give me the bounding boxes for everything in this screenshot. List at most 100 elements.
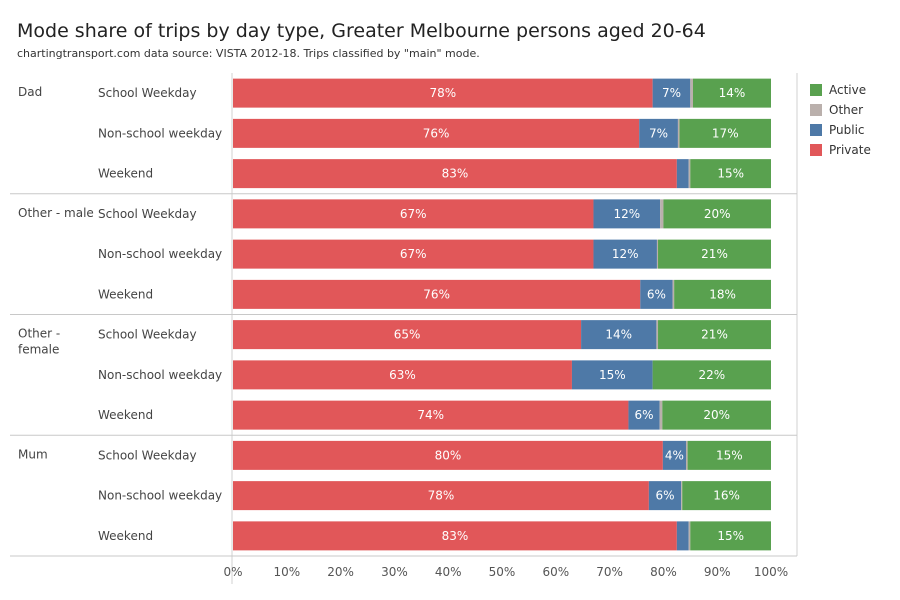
bar-other bbox=[688, 159, 691, 189]
x-tick-label: 40% bbox=[435, 565, 462, 579]
x-tick-label: 20% bbox=[327, 565, 354, 579]
data-label: 15% bbox=[717, 529, 744, 543]
data-label: 20% bbox=[704, 207, 731, 221]
chart-subtitle: chartingtransport.com data source: VISTA… bbox=[17, 47, 480, 60]
data-label: 21% bbox=[701, 247, 728, 261]
data-label: 67% bbox=[400, 247, 427, 261]
data-label: 12% bbox=[613, 207, 640, 221]
bar-private bbox=[233, 440, 663, 470]
bar-other bbox=[656, 239, 659, 269]
legend-item: Public bbox=[810, 120, 871, 140]
group-label: Other -female bbox=[18, 327, 60, 357]
bar-active bbox=[679, 118, 771, 148]
bar-private bbox=[233, 320, 582, 350]
row-label: Weekend bbox=[98, 287, 153, 301]
data-label: 65% bbox=[394, 328, 421, 342]
row-label: Weekend bbox=[98, 167, 153, 181]
legend-item: Private bbox=[810, 140, 871, 160]
bar-public bbox=[593, 199, 661, 229]
x-tick-label: 70% bbox=[596, 565, 623, 579]
legend-swatch bbox=[810, 144, 822, 156]
row-label: School Weekday bbox=[98, 86, 197, 100]
bar-private bbox=[233, 521, 677, 551]
x-tick-label: 80% bbox=[650, 565, 677, 579]
data-label: 6% bbox=[635, 408, 654, 422]
data-label: 78% bbox=[428, 489, 455, 503]
data-label: 14% bbox=[605, 328, 632, 342]
legend-label: Public bbox=[829, 123, 865, 137]
x-tick-label: 90% bbox=[704, 565, 731, 579]
bar-other bbox=[688, 521, 691, 551]
x-tick-label: 50% bbox=[489, 565, 516, 579]
bar-active bbox=[662, 400, 771, 430]
x-tick-label: 30% bbox=[381, 565, 408, 579]
row-label: Weekend bbox=[98, 529, 153, 543]
legend: Active Other Public Private bbox=[810, 80, 871, 160]
row-label: School Weekday bbox=[98, 207, 197, 221]
data-label: 12% bbox=[612, 247, 639, 261]
row-label: Non-school weekday bbox=[98, 368, 222, 382]
data-label: 83% bbox=[442, 167, 469, 181]
data-label: 76% bbox=[423, 287, 450, 301]
data-label: 4% bbox=[665, 448, 684, 462]
bar-public bbox=[662, 440, 686, 470]
data-label: 15% bbox=[599, 368, 626, 382]
row-label: School Weekday bbox=[98, 328, 197, 342]
data-label: 80% bbox=[435, 448, 462, 462]
row-label: School Weekday bbox=[98, 448, 197, 462]
bar-public bbox=[581, 320, 657, 350]
bar-private bbox=[233, 78, 653, 108]
data-label: 15% bbox=[717, 167, 744, 181]
bar-active bbox=[690, 159, 771, 189]
data-label: 6% bbox=[655, 489, 674, 503]
bar-private bbox=[233, 199, 594, 229]
bar-public bbox=[648, 481, 682, 511]
group-label: Mum bbox=[18, 447, 48, 461]
x-tick-label: 0% bbox=[223, 565, 242, 579]
bar-public bbox=[640, 279, 673, 309]
bar-other bbox=[677, 118, 680, 148]
data-label: 15% bbox=[716, 448, 743, 462]
bar-public bbox=[652, 78, 691, 108]
data-label: 16% bbox=[713, 489, 740, 503]
bar-active bbox=[687, 440, 771, 470]
bar-private bbox=[233, 481, 649, 511]
bar-private bbox=[233, 279, 641, 309]
data-label: 7% bbox=[662, 86, 681, 100]
bar-private bbox=[233, 159, 677, 189]
bar-active bbox=[663, 199, 771, 229]
group-label: Other - male bbox=[18, 206, 94, 220]
data-label: 17% bbox=[712, 126, 739, 140]
bar-active bbox=[658, 320, 771, 350]
bar-active bbox=[692, 78, 771, 108]
data-label: 74% bbox=[417, 408, 444, 422]
bar-public bbox=[593, 239, 657, 269]
data-label: 63% bbox=[389, 368, 416, 382]
bar-public bbox=[628, 400, 660, 430]
legend-swatch bbox=[810, 124, 822, 136]
row-label: Non-school weekday bbox=[98, 247, 222, 261]
bar-private bbox=[233, 360, 572, 390]
x-tick-label: 60% bbox=[542, 565, 569, 579]
data-label: 21% bbox=[701, 328, 728, 342]
bar-private bbox=[233, 118, 640, 148]
data-label: 78% bbox=[429, 86, 456, 100]
data-label: 18% bbox=[709, 287, 736, 301]
bar-other bbox=[656, 320, 659, 350]
row-label: Non-school weekday bbox=[98, 489, 222, 503]
bar-other bbox=[660, 199, 664, 229]
bar-public bbox=[676, 159, 689, 189]
bar-active bbox=[682, 481, 771, 511]
bar-public bbox=[676, 521, 689, 551]
data-label: 22% bbox=[698, 368, 725, 382]
x-tick-label: 10% bbox=[273, 565, 300, 579]
legend-label: Active bbox=[829, 83, 867, 97]
bar-private bbox=[233, 400, 629, 430]
bar-active bbox=[674, 279, 771, 309]
data-label: 76% bbox=[423, 126, 450, 140]
data-label: 20% bbox=[703, 408, 730, 422]
bar-active bbox=[652, 360, 771, 390]
legend-swatch bbox=[810, 84, 822, 96]
legend-item: Other bbox=[810, 100, 871, 120]
bar-public bbox=[571, 360, 653, 390]
